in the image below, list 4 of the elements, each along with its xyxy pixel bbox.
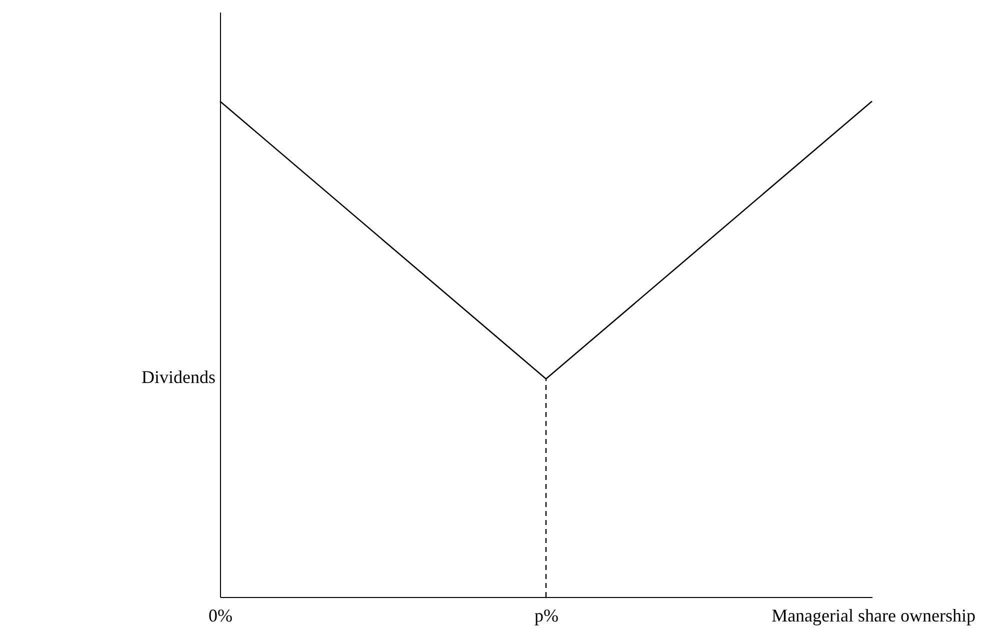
x-axis-title: Managerial share ownership [772, 606, 976, 626]
y-axis-title: Dividends [142, 367, 216, 388]
x-tick-label: p% [534, 606, 558, 626]
x-tick-label: 0% [208, 606, 232, 626]
